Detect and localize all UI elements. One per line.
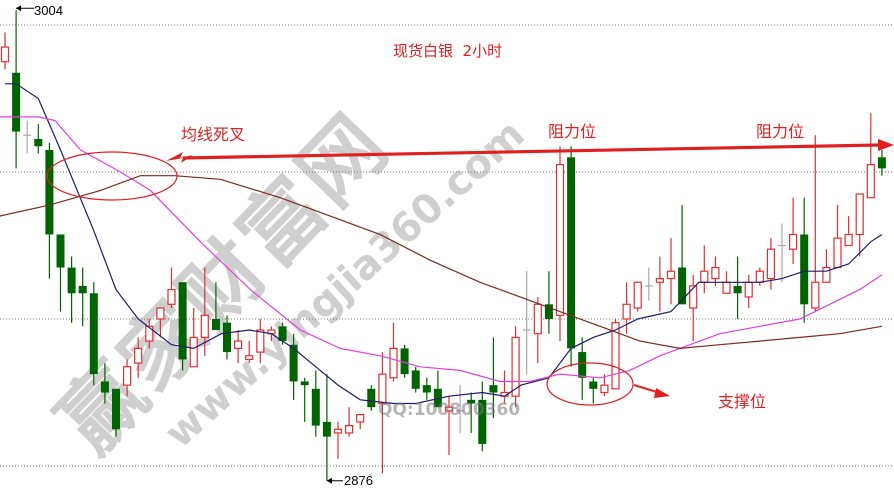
candle-body-up — [156, 307, 165, 320]
candle-body-up — [866, 164, 875, 199]
high-price-label: 3004 — [34, 3, 63, 18]
death-cross-circle — [46, 151, 178, 201]
candle-body-up — [766, 248, 776, 280]
candle-body-down — [78, 285, 87, 294]
resistance-label-2: 阻力位 — [756, 122, 805, 141]
candle-body-down — [322, 421, 331, 437]
candle-body-down — [733, 285, 742, 294]
candle-body-down — [300, 381, 309, 386]
low-price-label: 2876 — [344, 473, 373, 488]
support-circle — [546, 362, 634, 406]
candle-body-up — [234, 340, 243, 349]
candle-body-up — [655, 277, 665, 283]
high-marker-arrow — [16, 5, 22, 12]
candle-body-up — [622, 303, 631, 320]
candle-body-down — [178, 282, 187, 360]
candle-body-up — [633, 281, 642, 309]
candle-body-up — [134, 347, 143, 364]
candle-body-up — [256, 329, 265, 353]
candle-body-down — [367, 388, 376, 408]
candle-body-down — [34, 138, 43, 147]
candle-body-up — [666, 270, 676, 280]
candle-body-up — [711, 266, 720, 280]
candle-body-up — [722, 281, 731, 294]
death-cross-label: 均线死叉 — [181, 125, 246, 144]
candle-body-down — [489, 385, 498, 393]
candle-body-up — [378, 373, 387, 405]
candle-body-up — [855, 193, 864, 236]
candle-body-down — [877, 157, 886, 169]
candle-body-up — [833, 237, 842, 269]
candle-body-down — [100, 381, 109, 393]
candle-body-down — [411, 370, 420, 389]
candle-body-down — [467, 399, 476, 404]
candle-body-up — [189, 336, 198, 368]
candle-body-up — [811, 281, 820, 309]
candle-body-down — [223, 322, 231, 353]
candle-body-down — [433, 388, 442, 408]
candle-body-up — [245, 355, 254, 361]
candle-body-down — [544, 304, 553, 319]
candle-body-down — [478, 399, 487, 444]
candle-body-down — [589, 381, 598, 389]
candle-body-down — [89, 293, 98, 375]
candle-body-up — [167, 289, 176, 305]
support-arrowhead — [654, 388, 670, 398]
candle-body-down — [112, 388, 120, 430]
moving-average-ma_mid — [0, 116, 883, 383]
candle-body-up — [356, 413, 365, 423]
candle-body-down — [567, 157, 576, 349]
candle-body-down — [311, 388, 320, 426]
candle-body-down — [211, 319, 220, 331]
moving-average-ma_long — [0, 175, 883, 350]
candle-body-up — [333, 428, 343, 434]
candle-body-up — [345, 424, 354, 434]
candle-body-up — [788, 233, 798, 250]
death-cross-arrow — [166, 152, 193, 163]
candle-body-down — [400, 348, 409, 375]
support-label: 支撑位 — [718, 392, 767, 411]
candle-body-up — [822, 266, 831, 283]
candle-body-up — [755, 270, 764, 283]
candle-body-down — [289, 344, 298, 382]
candle-body-up — [689, 285, 698, 309]
candle-body-up — [122, 366, 132, 386]
candle-body-down — [278, 326, 287, 342]
candle-body-up — [611, 322, 620, 390]
candle-body-down — [800, 234, 809, 305]
low-marker-arrow — [326, 477, 332, 484]
candle-body-down — [578, 352, 587, 378]
candle-body-up — [0, 46, 10, 63]
candle-body-down — [678, 267, 687, 305]
resistance-arrowhead — [878, 139, 894, 151]
resistance-label-1: 阻力位 — [548, 122, 597, 141]
candle-body-up — [200, 314, 209, 338]
moving-average-ma_short — [5, 83, 883, 405]
resistance-line — [182, 143, 881, 160]
candle-body-up — [744, 281, 753, 298]
candle-body-down — [56, 234, 65, 268]
candle-body-up — [555, 164, 565, 316]
chart-title: 现货白银 2小时 — [393, 42, 503, 60]
candle-body-up — [511, 336, 520, 397]
candle-body-up — [600, 384, 609, 394]
candle-body-up — [700, 270, 709, 283]
candle-body-up — [844, 233, 853, 247]
candle-body-up — [145, 325, 154, 342]
candle-body-down — [67, 267, 76, 294]
candle-body-down — [422, 385, 431, 393]
candle-body-up — [533, 303, 542, 335]
candle-body-up — [444, 406, 454, 412]
candle-body-down — [12, 72, 21, 132]
candle-body-up — [389, 347, 398, 379]
candle-body-down — [45, 149, 54, 235]
